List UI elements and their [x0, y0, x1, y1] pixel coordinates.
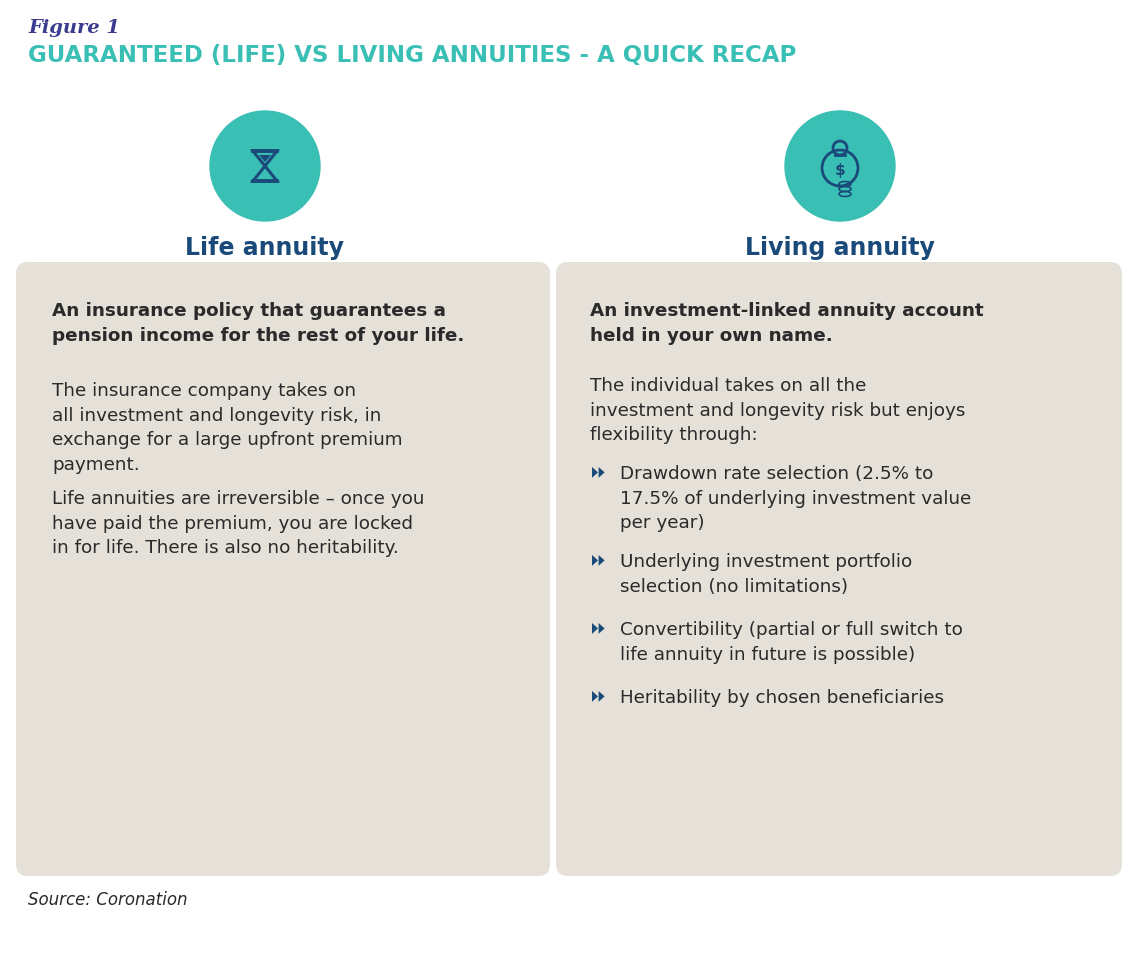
Polygon shape: [599, 555, 604, 566]
Polygon shape: [592, 623, 597, 634]
Polygon shape: [599, 691, 604, 702]
Circle shape: [785, 111, 894, 221]
Polygon shape: [592, 555, 597, 566]
Text: Life annuities are irreversible – once you
have paid the premium, you are locked: Life annuities are irreversible – once y…: [52, 490, 424, 557]
Polygon shape: [599, 623, 604, 634]
Text: Drawdown rate selection (2.5% to
17.5% of underlying investment value
per year): Drawdown rate selection (2.5% to 17.5% o…: [620, 465, 971, 532]
Text: Source: Coronation: Source: Coronation: [28, 891, 188, 909]
Polygon shape: [599, 467, 604, 478]
FancyBboxPatch shape: [16, 262, 550, 876]
Text: Heritability by chosen beneficiaries: Heritability by chosen beneficiaries: [620, 689, 945, 707]
Text: GUARANTEED (LIFE) VS LIVING ANNUITIES - A QUICK RECAP: GUARANTEED (LIFE) VS LIVING ANNUITIES - …: [28, 44, 797, 67]
Text: Convertibility (partial or full switch to
life annuity in future is possible): Convertibility (partial or full switch t…: [620, 621, 963, 664]
Text: Underlying investment portfolio
selection (no limitations): Underlying investment portfolio selectio…: [620, 553, 913, 596]
Polygon shape: [592, 467, 597, 478]
Circle shape: [211, 111, 320, 221]
FancyBboxPatch shape: [556, 262, 1122, 876]
Polygon shape: [592, 691, 597, 702]
Text: An investment-linked annuity account
held in your own name.: An investment-linked annuity account hel…: [589, 302, 983, 344]
Text: The individual takes on all the
investment and longevity risk but enjoys
flexibi: The individual takes on all the investme…: [589, 377, 965, 444]
Text: An insurance policy that guarantees a
pension income for the rest of your life.: An insurance policy that guarantees a pe…: [52, 302, 464, 344]
Text: $: $: [834, 162, 846, 177]
Polygon shape: [259, 155, 271, 162]
Text: The insurance company takes on
all investment and longevity risk, in
exchange fo: The insurance company takes on all inves…: [52, 382, 403, 474]
Text: Figure 1: Figure 1: [28, 19, 119, 37]
Text: Life annuity: Life annuity: [185, 236, 345, 260]
Text: Living annuity: Living annuity: [745, 236, 935, 260]
